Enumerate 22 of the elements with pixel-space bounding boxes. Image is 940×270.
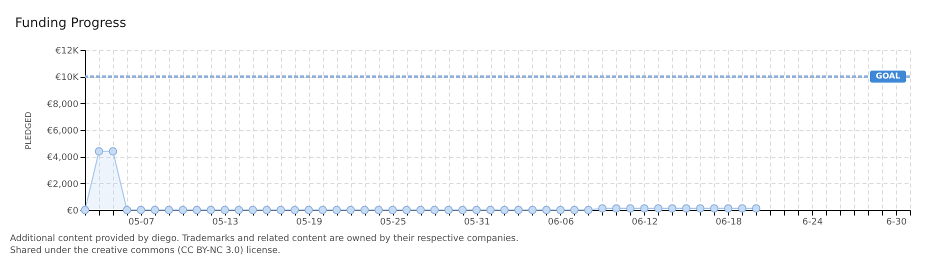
- y-tick-label: €6,000: [47, 126, 79, 136]
- y-tick-label: €10K: [55, 73, 80, 84]
- ref-line-label: GOAL: [876, 72, 900, 81]
- y-tick-label: €2,000: [47, 180, 79, 190]
- x-tick-label: 05-13: [212, 218, 238, 228]
- y-axis-title: PLEDGED: [24, 112, 34, 150]
- x-tick-label: 6-24: [802, 218, 824, 228]
- x-tick-label: 05-31: [464, 218, 490, 228]
- chart-title: Funding Progress: [15, 16, 126, 31]
- x-tick-label: 06-12: [632, 218, 658, 228]
- x-tick-label: 06-06: [548, 218, 574, 228]
- text: Additional content provided by diego. Trademarks and related content are owned by their respective companies.: [10, 234, 519, 244]
- text: Shared under the creative commons (CC BY-NC 3.0) license.: [10, 246, 281, 256]
- x-tick-label: 05-25: [380, 218, 406, 228]
- y-tick-label: €8,000: [47, 100, 79, 110]
- x-tick-label: 06-18: [716, 218, 742, 228]
- y-tick-label: €12K: [55, 46, 80, 56]
- x-tick-label: 6-30: [886, 218, 907, 228]
- y-tick-label: €4,000: [47, 153, 79, 164]
- x-tick-label: 05-19: [296, 218, 323, 228]
- y-tick-label: €0: [67, 206, 79, 216]
- x-tick-label: 05-07: [128, 218, 155, 228]
